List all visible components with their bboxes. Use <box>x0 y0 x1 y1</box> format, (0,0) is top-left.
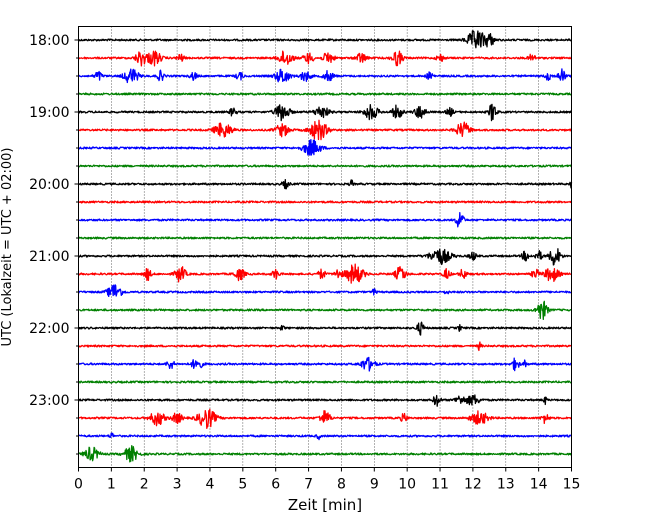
trace-row-4 <box>77 103 572 122</box>
trace-row-1 <box>78 50 572 67</box>
trace-row-22 <box>77 432 572 441</box>
trace-row-19 <box>78 380 572 384</box>
trace-row-6 <box>77 139 572 156</box>
trace-row-3 <box>78 92 572 96</box>
trace-row-16 <box>78 321 573 336</box>
y-tick-label-4: 22:00 <box>29 321 69 337</box>
x-tick-label-10: 10 <box>398 477 416 493</box>
trace-row-7 <box>77 164 573 168</box>
trace-row-21 <box>77 408 573 429</box>
trace-row-5 <box>78 119 573 141</box>
x-tick-label-13: 13 <box>497 477 515 493</box>
trace-row-20 <box>77 394 573 407</box>
trace-row-10 <box>78 212 573 228</box>
x-tick-label-4: 4 <box>206 477 215 493</box>
trace-row-11 <box>77 236 573 240</box>
trace-row-0 <box>77 30 572 49</box>
x-tick-label-12: 12 <box>464 477 482 493</box>
x-tick-label-7: 7 <box>304 477 313 493</box>
x-axis-title: Zeit [min] <box>288 496 362 514</box>
trace-row-23 <box>78 445 573 463</box>
x-tick-label-14: 14 <box>530 477 548 493</box>
y-axis-title: UTC (Lokalzeit = UTC + 02:00) <box>0 148 15 347</box>
trace-row-12 <box>78 248 572 266</box>
plot-frame <box>78 26 572 468</box>
x-axis-ticks: 0 1 2 3 4 5 6 7 8 9 10 11 12 13 14 15 <box>74 467 581 493</box>
trace-row-13 <box>77 263 572 284</box>
x-tick-label-6: 6 <box>271 477 280 493</box>
trace-row-8 <box>77 179 573 190</box>
x-tick-label-3: 3 <box>173 477 182 493</box>
trace-row-15 <box>78 300 572 321</box>
seismic-traces <box>77 30 573 463</box>
y-axis-ticks: 18:00 19:00 20:00 21:00 22:00 23:00 <box>29 33 79 455</box>
x-tick-label-1: 1 <box>107 477 116 493</box>
trace-row-9 <box>77 200 573 204</box>
plot-background <box>78 26 572 468</box>
x-tick-label-8: 8 <box>337 477 346 493</box>
y-tick-label-3: 21:00 <box>29 249 69 265</box>
trace-row-2 <box>78 68 573 84</box>
x-tick-label-5: 5 <box>238 477 247 493</box>
x-tick-label-2: 2 <box>140 477 149 493</box>
x-tick-label-0: 0 <box>74 477 83 493</box>
y-tick-label-2: 20:00 <box>29 177 69 193</box>
x-tick-label-11: 11 <box>431 477 449 493</box>
y-tick-label-0: 18:00 <box>29 33 69 49</box>
y-tick-label-5: 23:00 <box>29 393 69 409</box>
trace-row-17 <box>78 341 572 352</box>
x-tick-label-9: 9 <box>370 477 379 493</box>
y-tick-label-1: 19:00 <box>29 105 69 121</box>
trace-row-18 <box>77 356 572 372</box>
x-tick-label-15: 15 <box>563 477 581 493</box>
trace-row-14 <box>78 284 572 298</box>
